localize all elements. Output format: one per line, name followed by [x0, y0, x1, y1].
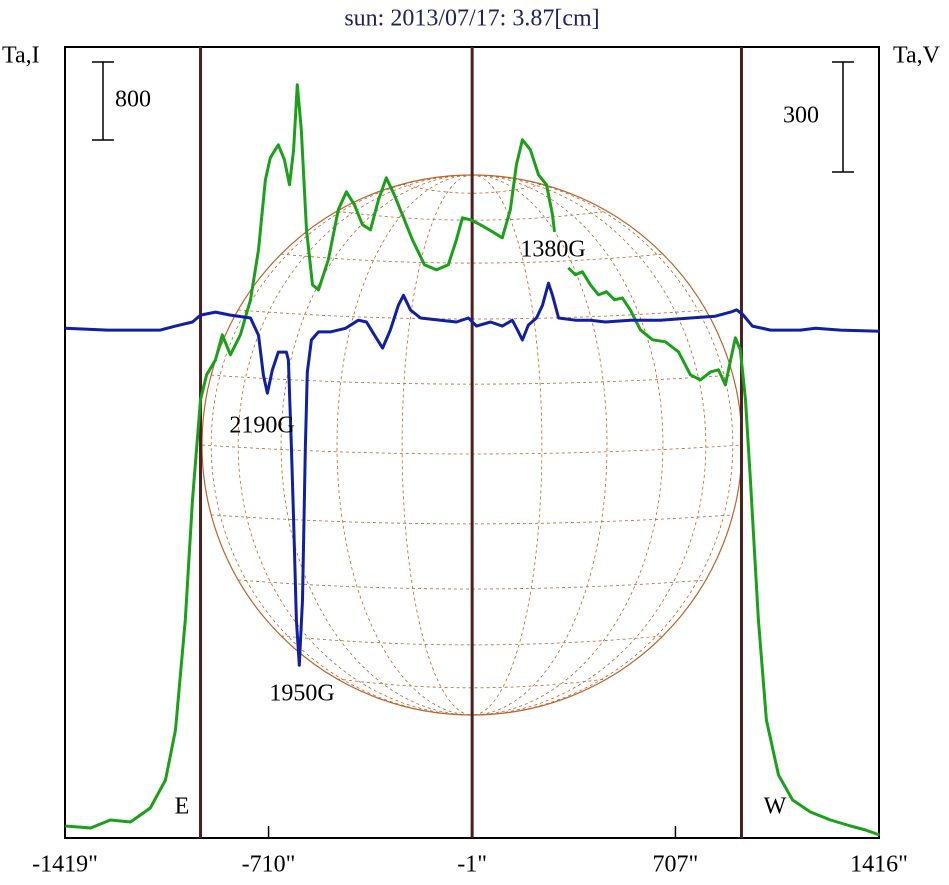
- y-axis-label: Ta,I: [2, 43, 40, 69]
- parallel: [281, 253, 663, 264]
- annotation: W: [764, 794, 787, 820]
- parallel: [281, 635, 663, 646]
- annotation: 1950G: [269, 681, 334, 707]
- scale-bar-label: 800: [115, 87, 151, 113]
- parallel: [211, 374, 733, 385]
- parallel: [336, 210, 608, 221]
- x-tick-label: 707": [653, 852, 699, 878]
- meridian: [210, 174, 473, 716]
- annotation: E: [175, 794, 190, 820]
- meridian: [471, 174, 664, 716]
- x-tick-label: -1419": [32, 852, 98, 878]
- meridian: [471, 174, 707, 716]
- parallel: [336, 678, 608, 689]
- meridian: [237, 174, 473, 716]
- meridian: [280, 174, 473, 716]
- meridian: [401, 174, 473, 716]
- annotation: 1380G: [520, 237, 585, 263]
- x-tick-label: 1416": [850, 852, 908, 878]
- x-tick-label: -710": [242, 852, 296, 878]
- y2-axis-label: Ta,V: [893, 43, 941, 69]
- series-line: [65, 83, 881, 837]
- parallel: [211, 514, 733, 525]
- scale-bar-label: 300: [783, 103, 819, 129]
- meridian: [471, 174, 543, 716]
- x-tick-label: -1": [457, 852, 487, 878]
- meridian: [471, 174, 608, 716]
- series-line: [65, 281, 880, 667]
- meridian: [336, 174, 473, 716]
- meridian: [471, 174, 734, 716]
- annotation: 2190G: [229, 413, 294, 439]
- chart-title: sun: 2013/07/17: 3.87[cm]: [344, 6, 599, 32]
